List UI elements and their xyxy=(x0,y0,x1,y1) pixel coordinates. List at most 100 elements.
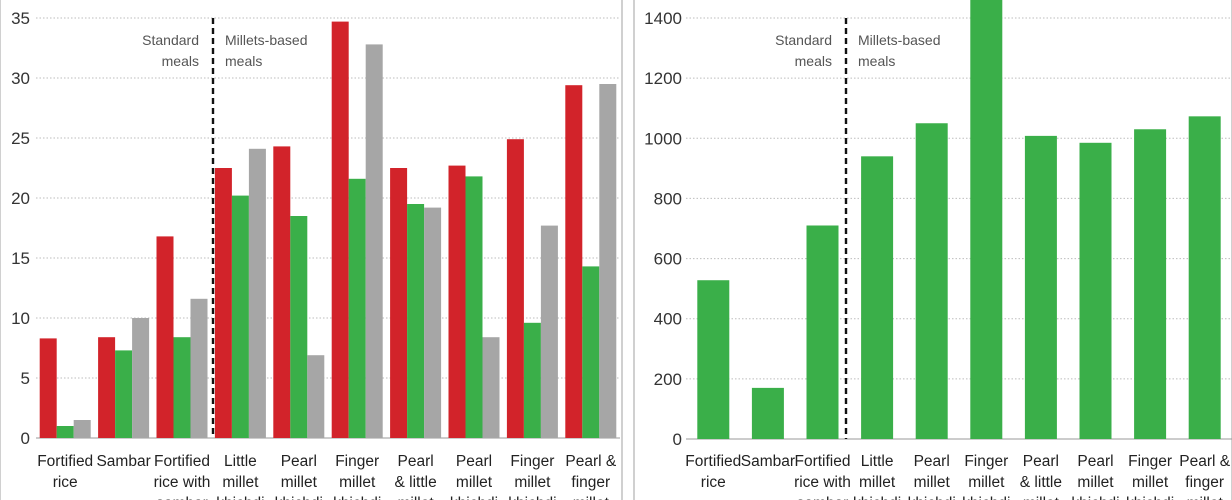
y-tick-label: 25 xyxy=(11,129,30,148)
x-tick-label: Finger xyxy=(510,453,554,470)
x-tick-label: Finger xyxy=(1128,453,1172,470)
x-tick-label: millet xyxy=(859,474,896,491)
y-tick-label: 1200 xyxy=(644,69,682,88)
x-tick-label: & little xyxy=(394,474,436,491)
bar xyxy=(132,318,150,438)
x-tick-label: millet xyxy=(398,495,435,500)
x-tick-label: millet xyxy=(968,474,1005,491)
x-tick-label: khichdi xyxy=(908,495,956,500)
bar xyxy=(273,146,291,438)
x-tick-label: Pearl xyxy=(1023,453,1059,470)
bar xyxy=(307,355,325,438)
y-tick-label: 1000 xyxy=(644,129,682,148)
bar xyxy=(599,84,617,438)
bar xyxy=(465,176,483,438)
x-tick-label: Pearl xyxy=(1077,453,1113,470)
x-tick-label: millet xyxy=(456,474,493,491)
x-tick-label: millet xyxy=(1187,495,1224,500)
x-tick-label: Pearl & xyxy=(565,453,616,470)
x-tick-label: khichdi xyxy=(333,495,381,500)
bar xyxy=(482,337,500,438)
x-tick-label: khichdi xyxy=(216,495,264,500)
x-tick-label: finger xyxy=(571,474,610,491)
y-tick-label: 400 xyxy=(654,310,682,329)
bar xyxy=(390,168,408,438)
x-tick-label: millet xyxy=(1023,495,1060,500)
y-tick-label: 20 xyxy=(11,189,30,208)
x-tick-label: Pearl & xyxy=(1179,453,1230,470)
bar xyxy=(331,21,349,438)
bar xyxy=(1134,129,1167,439)
x-tick-label: rice with xyxy=(154,474,211,491)
x-tick-label: millet xyxy=(514,474,551,491)
x-tick-label: millet xyxy=(339,474,376,491)
bar xyxy=(115,350,133,438)
y-tick-label: 30 xyxy=(11,69,30,88)
x-tick-label: rice with xyxy=(794,474,851,491)
bar xyxy=(565,85,583,438)
bar xyxy=(751,387,784,439)
bar xyxy=(970,0,1003,439)
bar xyxy=(1079,142,1112,439)
x-tick-label: Pearl xyxy=(398,453,434,470)
x-tick-label: khichdi xyxy=(450,495,498,500)
x-tick-label: sambar xyxy=(797,495,849,500)
x-tick-label: rice xyxy=(701,474,726,491)
annotation-standard-meals: meals xyxy=(795,53,832,69)
y-tick-label: 800 xyxy=(654,189,682,208)
x-tick-label: Little xyxy=(224,453,257,470)
x-tick-label: khichdi xyxy=(853,495,901,500)
x-tick-label: khichdi xyxy=(1071,495,1119,500)
x-tick-label: Pearl xyxy=(281,453,317,470)
bar xyxy=(98,337,116,438)
bar xyxy=(806,225,839,439)
x-tick-label: Little xyxy=(861,453,894,470)
x-tick-label: rice xyxy=(53,474,78,491)
bar xyxy=(39,338,57,438)
bar xyxy=(56,426,74,438)
bar xyxy=(540,225,558,438)
bar xyxy=(248,148,266,439)
bar xyxy=(190,298,208,438)
x-tick-label: khichdi xyxy=(275,495,323,500)
bar xyxy=(697,280,730,439)
x-tick-label: Sambar xyxy=(741,453,795,470)
bar xyxy=(506,139,524,438)
annotation-millet-meals: Millets-based xyxy=(225,32,307,48)
bar xyxy=(1024,135,1057,439)
y-tick-label: 15 xyxy=(11,249,30,268)
bar xyxy=(173,337,191,438)
annotation-standard-meals: Standard xyxy=(775,32,832,48)
annotation-millet-meals: meals xyxy=(225,53,262,69)
x-tick-label: khichdi xyxy=(508,495,556,500)
bar xyxy=(915,123,948,439)
x-tick-label: millet xyxy=(1132,474,1169,491)
bar xyxy=(73,420,91,438)
x-tick-label: khichdi xyxy=(962,495,1010,500)
bar xyxy=(348,178,366,439)
x-tick-label: millet xyxy=(1077,474,1114,491)
bar xyxy=(523,322,541,438)
x-tick-label: finger xyxy=(1185,474,1224,491)
x-tick-label: Sambar xyxy=(96,453,150,470)
x-tick-label: sambar xyxy=(156,495,208,500)
bar xyxy=(407,204,425,438)
y-tick-label: 1400 xyxy=(644,9,682,28)
annotation-millet-meals: meals xyxy=(858,53,895,69)
annotation-standard-meals: Standard xyxy=(142,32,199,48)
x-tick-label: millet xyxy=(914,474,951,491)
x-tick-label: & little xyxy=(1020,474,1062,491)
bar xyxy=(214,168,232,438)
y-tick-label: 200 xyxy=(654,370,682,389)
x-tick-label: Finger xyxy=(964,453,1008,470)
bar xyxy=(424,207,442,438)
bar xyxy=(861,156,894,440)
x-tick-label: millet xyxy=(281,474,318,491)
bar xyxy=(231,195,249,438)
y-tick-label: 35 xyxy=(11,9,30,28)
y-tick-label: 5 xyxy=(21,369,30,388)
bar xyxy=(1188,116,1221,440)
x-tick-label: Finger xyxy=(335,453,379,470)
